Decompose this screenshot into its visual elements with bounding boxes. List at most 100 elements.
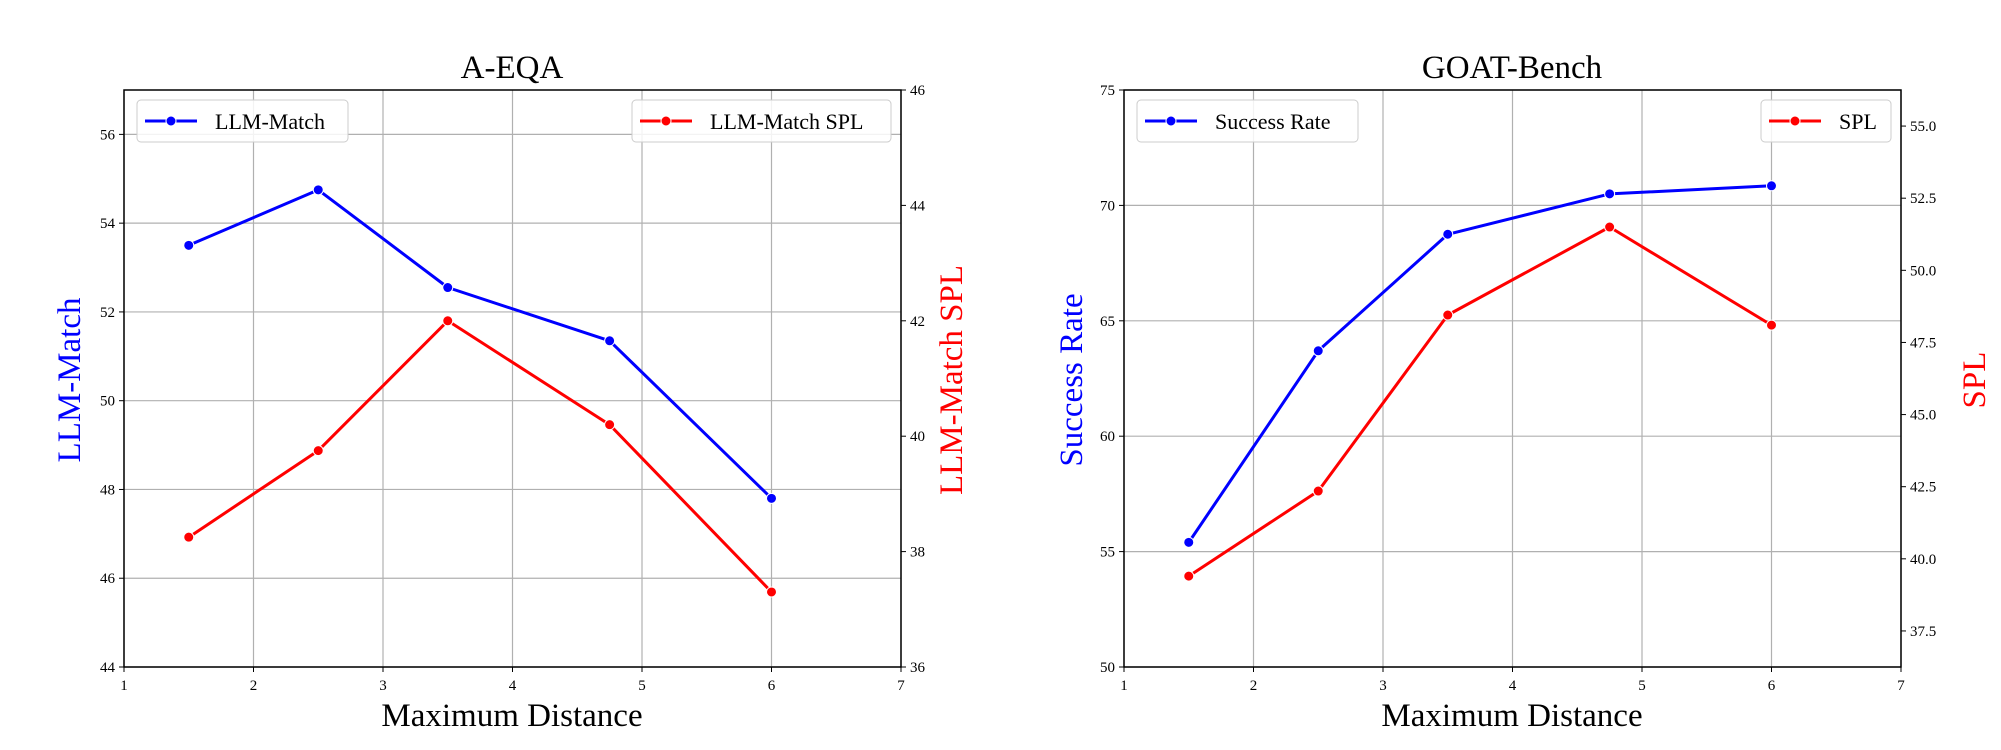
data-point-llm-match-spl [766,586,777,598]
data-point-success-rate [1442,228,1454,240]
y-tick-label-left: 44 [100,660,116,676]
data-point-success-rate [1604,188,1616,200]
data-point-spl [1766,319,1777,331]
y-tick-label-right: 42.5 [1910,480,1936,496]
legend-label-llm-match-spl: LLM-Match SPL [710,109,863,134]
legend-frame [631,99,892,143]
legend-right: SPL [1760,99,1892,143]
series-lines [183,184,777,598]
data-point-llm-match [766,492,777,504]
plot-frame [1123,89,1902,668]
x-tick-label: 7 [897,678,905,694]
data-point-llm-match-spl [442,315,454,327]
legend-marker-llm-match [165,115,177,127]
x-tick-label: 5 [1638,678,1646,694]
legend-frame [1760,99,1892,143]
legend-frame [1136,99,1359,143]
series-line-success-rate [1187,184,1772,544]
legend-left: Success Rate [1136,99,1359,143]
x-tick-label: 2 [250,678,258,694]
legend-left: LLM-Match [136,99,349,143]
y-tick-label-right: 42 [910,314,925,330]
data-point-llm-match-spl [183,531,195,543]
series-line-llm-match [188,188,773,500]
grid [1123,89,1902,668]
y-tick-label-right: 52.5 [1910,191,1936,207]
y-tick-label-left: 55 [1100,545,1115,561]
y-tick-label-right: 44 [910,198,926,214]
y-tick-label-left: 50 [1100,660,1115,676]
y-tick-label-left: 48 [100,482,115,498]
legend-frame [136,99,349,143]
y-axis-label-right: SPL [1957,352,1993,409]
y-tick-label-left: 65 [1100,314,1115,330]
data-point-llm-match [312,184,324,196]
y-tick-label-right: 50.0 [1910,263,1936,279]
x-tick-label: 6 [768,678,776,694]
y-tick-label-right: 55.0 [1910,119,1936,135]
y-tick-label-left: 54 [100,216,116,232]
y-axis-label-left: Success Rate [1054,293,1090,466]
grid [123,90,902,668]
legend-marker-success-rate [1165,115,1177,127]
y-tick-label-right: 46 [910,83,926,99]
data-point-success-rate [1183,536,1195,548]
plot-frame [123,89,902,668]
x-tick-label: 4 [1509,678,1517,694]
chart-title: A-EQA [461,50,564,86]
data-point-llm-match [442,282,454,294]
y-tick-label-right: 45.0 [1910,408,1936,424]
data-point-spl [1442,309,1454,321]
legend-right: LLM-Match SPL [631,99,892,143]
series-line-spl [1187,225,1773,578]
x-tick-label: 7 [1897,678,1905,694]
x-axis-label: Maximum Distance [1381,698,1642,734]
y-axis-label-right: LLM-Match SPL [934,265,970,495]
data-point-llm-match [604,335,616,347]
data-point-spl [1183,570,1195,582]
y-tick-label-left: 70 [1100,198,1115,214]
x-tick-label: 1 [120,678,128,694]
y-tick-label-right: 40 [910,429,925,445]
x-tick-label: 6 [1768,678,1776,694]
y-tick-label-right: 38 [910,545,925,561]
y-tick-label-left: 46 [100,571,116,587]
x-tick-label: 5 [638,678,646,694]
series-line-llm-match-spl [187,319,773,594]
x-tick-label: 4 [509,678,517,694]
legend-label-llm-match: LLM-Match [215,109,325,134]
x-axis-label: Maximum Distance [381,698,642,734]
series-lines [1183,180,1777,582]
legend-marker-llm-match-spl [660,115,672,127]
y-tick-label-left: 60 [1100,429,1115,445]
chart-title: GOAT-Bench [1422,50,1603,86]
data-point-llm-match [183,239,195,251]
legend-marker-spl [1789,115,1801,127]
data-point-success-rate [1766,180,1777,192]
y-tick-label-left: 52 [100,305,115,321]
data-point-llm-match-spl [604,419,616,431]
legend-label-success-rate: Success Rate [1215,109,1330,134]
y-tick-label-right: 40.0 [1910,552,1936,568]
data-point-spl [1604,221,1616,233]
y-tick-label-right: 37.5 [1910,624,1936,640]
y-tick-label-right: 36 [910,660,926,676]
y-tick-label-left: 56 [100,127,116,143]
x-tick-label: 2 [1250,678,1258,694]
y-tick-label-left: 75 [1100,83,1115,99]
chart-goat-bench: 1 2 3 4 5 6 7 50 55 60 65 70 75 37.5 40.0 42.5 45.0 47.5 5… [1054,50,1993,734]
legend-label-spl: SPL [1839,109,1877,134]
x-tick-label: 3 [1379,678,1387,694]
y-tick-label-right: 47.5 [1910,335,1936,351]
data-point-success-rate [1312,345,1324,357]
x-tick-label: 1 [1120,678,1128,694]
y-axis-label-left: LLM-Match [52,297,88,462]
y-tick-label-left: 50 [100,394,115,410]
data-point-spl [1312,485,1324,497]
x-tick-label: 3 [379,678,387,694]
data-point-llm-match-spl [312,445,324,457]
ticks: 1 2 3 4 5 6 7 50 55 60 65 70 75 37.5 40.0 42.5 45.0 47.5 5… [1100,83,1936,694]
